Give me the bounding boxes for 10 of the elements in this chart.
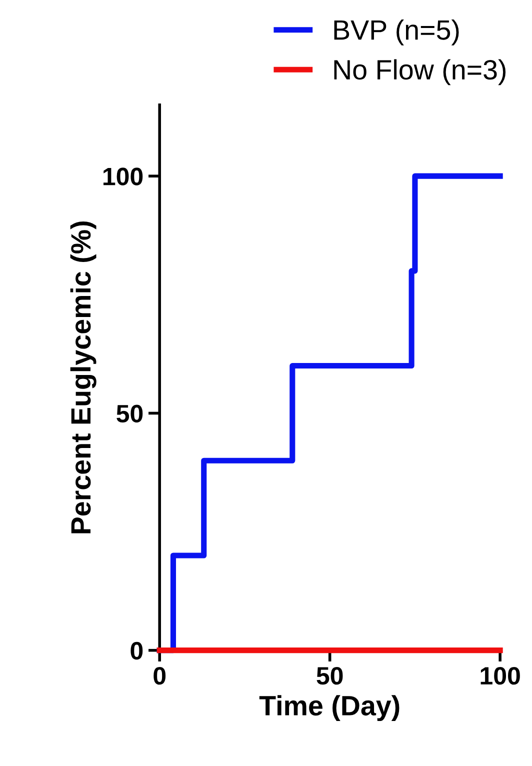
y-tick-label: 0 (130, 642, 143, 660)
y-tick-label: 100 (103, 168, 143, 186)
legend-label: BVP (n=5) (334, 19, 459, 46)
legend-label: No Flow (n=3) (334, 59, 506, 86)
x-axis-title: Time (Day) (259, 695, 400, 722)
y-tick-label: 50 (116, 404, 143, 423)
x-tick-label: 50 (316, 666, 343, 685)
x-tick-label: 100 (480, 666, 520, 685)
x-tick-label: 0 (154, 666, 166, 685)
y-axis-title: Percent Euglycemic (%) (70, 222, 96, 534)
